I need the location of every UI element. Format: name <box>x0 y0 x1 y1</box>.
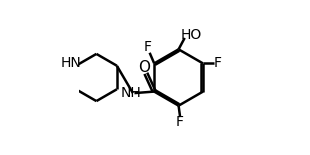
Text: HO: HO <box>180 28 202 42</box>
Text: F: F <box>176 115 184 129</box>
Text: NH: NH <box>120 86 141 100</box>
Text: HN: HN <box>60 56 81 70</box>
Text: F: F <box>214 56 221 70</box>
Text: O: O <box>138 60 150 75</box>
Text: F: F <box>143 40 151 54</box>
